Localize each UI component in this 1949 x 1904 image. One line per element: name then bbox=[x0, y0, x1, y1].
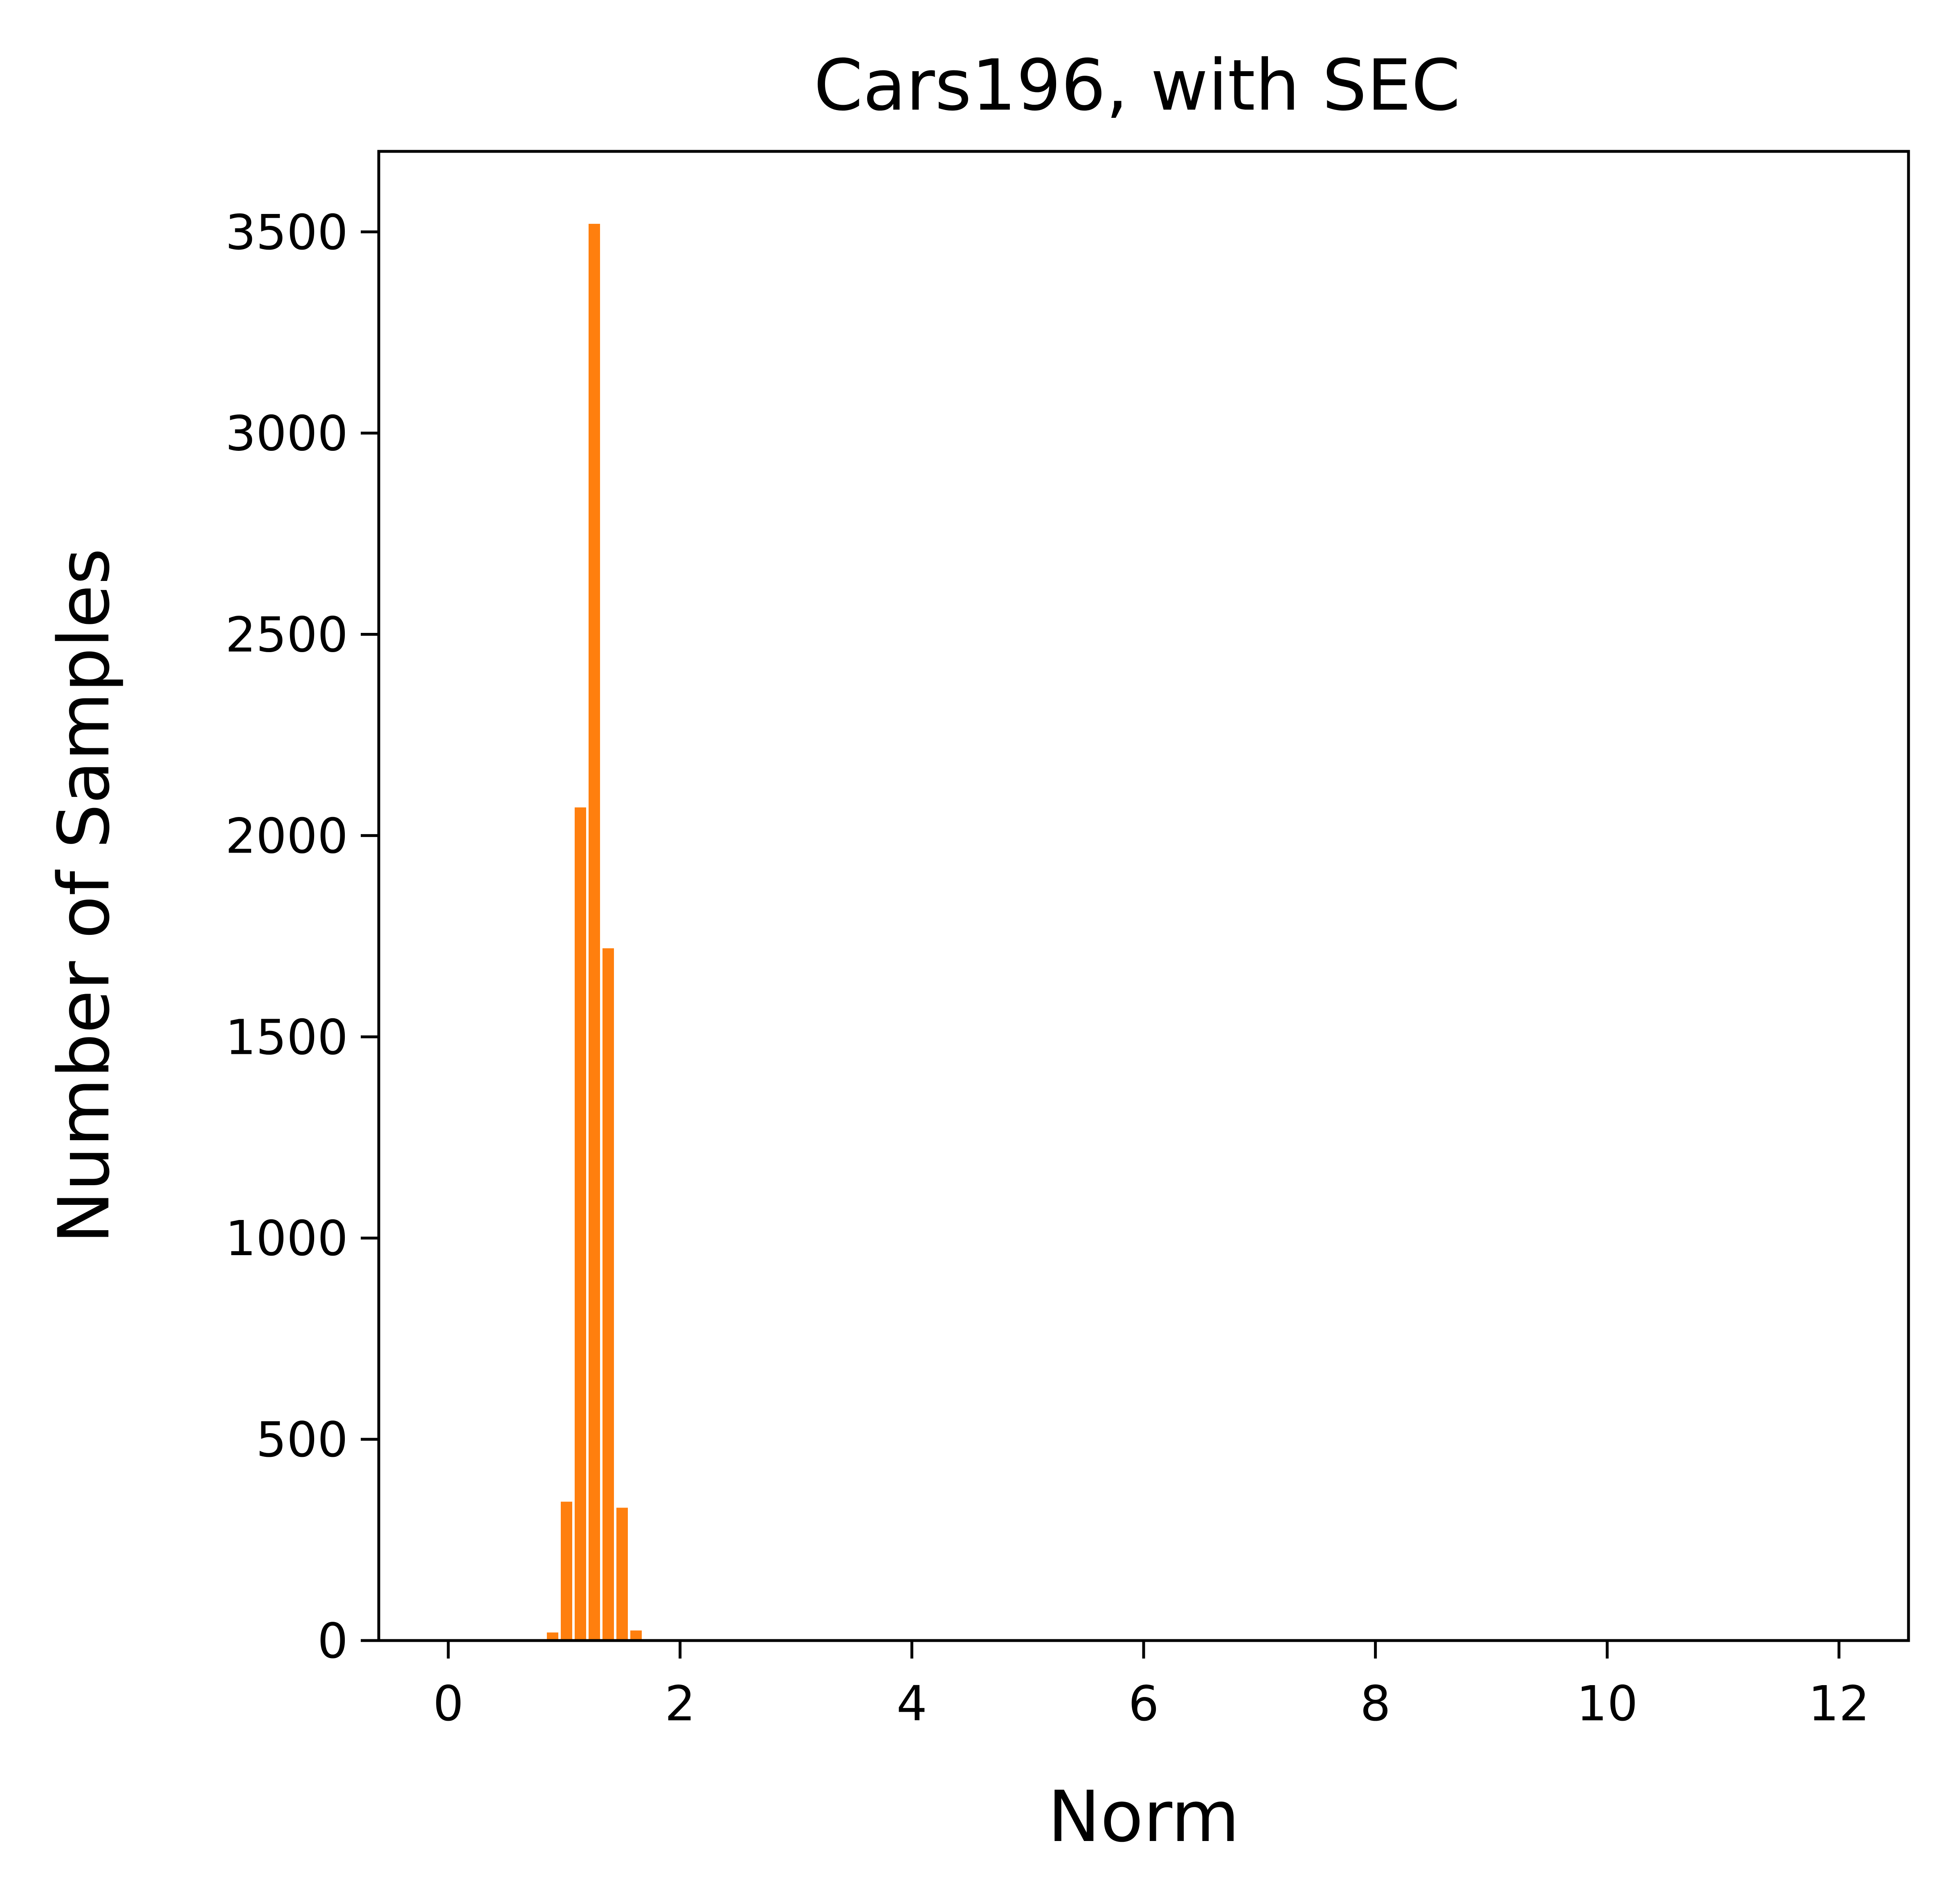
y-tick-label: 2000 bbox=[225, 808, 348, 864]
y-tick-label: 1000 bbox=[225, 1210, 348, 1267]
histogram-bar-6 bbox=[630, 1630, 642, 1641]
histogram-bar-4 bbox=[602, 948, 614, 1641]
x-tick-label: 0 bbox=[433, 1675, 463, 1732]
y-tick-label: 2500 bbox=[225, 607, 348, 663]
y-tick-label: 3500 bbox=[225, 204, 348, 261]
bar-group bbox=[547, 224, 642, 1641]
x-axis-label: Norm bbox=[1048, 1776, 1239, 1858]
histogram-bar-1 bbox=[561, 1501, 572, 1641]
x-tick-label: 8 bbox=[1360, 1675, 1391, 1732]
y-tick-label: 0 bbox=[317, 1613, 348, 1669]
y-tick-label: 500 bbox=[256, 1411, 348, 1468]
y-tick-label: 3000 bbox=[225, 405, 348, 462]
histogram-bar-2 bbox=[575, 807, 586, 1641]
y-axis-label: Number of Samples bbox=[43, 548, 125, 1244]
plot-frame bbox=[377, 150, 1910, 1642]
x-tick-label: 12 bbox=[1808, 1675, 1870, 1732]
y-axis-ticks: 0 500 1000 1500 2000 2500 3000 3500 bbox=[225, 204, 379, 1669]
histogram-bar-3 bbox=[589, 224, 600, 1641]
x-axis-ticks: 0 2 4 6 8 10 12 bbox=[433, 1641, 1870, 1732]
x-tick-label: 2 bbox=[665, 1675, 695, 1732]
histogram-bar-0 bbox=[547, 1632, 558, 1641]
chart-title: Cars196, with SEC bbox=[814, 44, 1460, 126]
y-tick-label: 1500 bbox=[225, 1009, 348, 1065]
x-tick-label: 4 bbox=[897, 1675, 927, 1732]
x-tick-label: 10 bbox=[1576, 1675, 1638, 1732]
histogram-bar-5 bbox=[616, 1508, 628, 1641]
x-tick-label: 6 bbox=[1128, 1675, 1159, 1732]
